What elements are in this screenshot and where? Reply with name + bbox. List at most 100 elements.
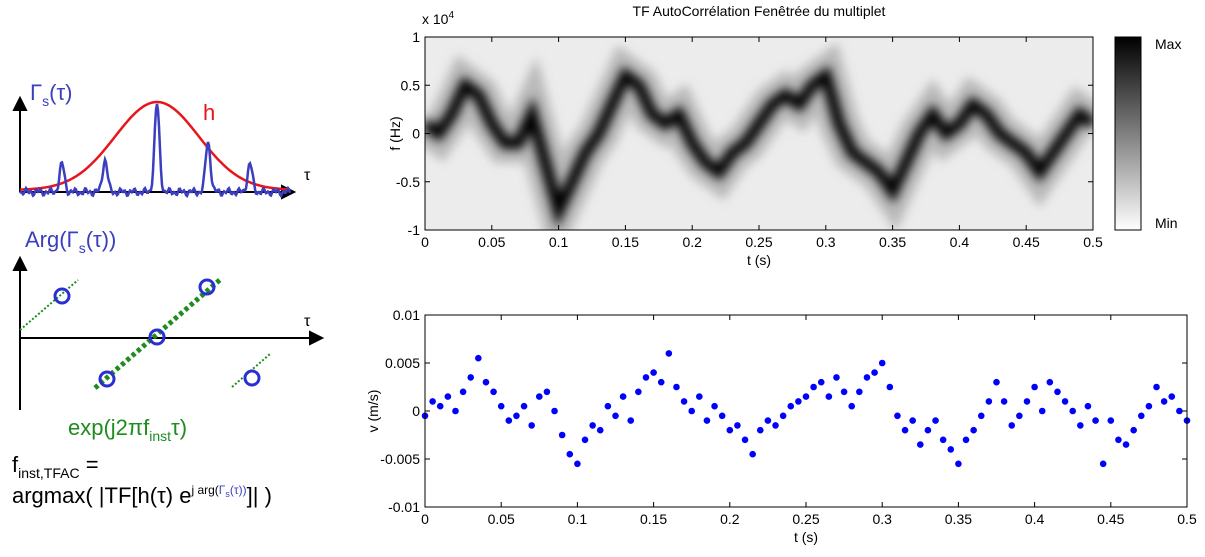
point bbox=[848, 402, 856, 410]
y-tick-label: 0 bbox=[412, 126, 420, 142]
phase-points bbox=[53, 278, 261, 388]
point bbox=[1038, 407, 1046, 415]
point bbox=[810, 383, 817, 391]
point bbox=[1008, 422, 1016, 429]
x-tick-label: 0.25 bbox=[792, 511, 819, 527]
point bbox=[1069, 407, 1076, 415]
x-tick-label: 0.2 bbox=[720, 511, 740, 527]
subscript: s bbox=[79, 240, 86, 256]
x-tick-label: 0.35 bbox=[945, 511, 972, 527]
x-tick-label: 0.4 bbox=[950, 234, 970, 250]
x-tick-label: 0.35 bbox=[879, 234, 906, 250]
point bbox=[673, 383, 680, 391]
arrow bbox=[12, 95, 28, 111]
point bbox=[490, 388, 497, 396]
point bbox=[779, 412, 787, 420]
y-axis-label: f (Hz) bbox=[387, 116, 403, 150]
point bbox=[962, 436, 970, 444]
point bbox=[650, 369, 657, 376]
point bbox=[581, 436, 589, 444]
x-tick-label: 0.45 bbox=[1097, 511, 1124, 527]
x-tick-label: 0 bbox=[421, 234, 429, 250]
point bbox=[444, 393, 452, 400]
y-tick-label: 0.01 bbox=[393, 307, 420, 323]
text: Arg(Γ bbox=[25, 227, 79, 252]
point bbox=[1054, 388, 1061, 396]
phase-line bbox=[19, 279, 79, 331]
point bbox=[878, 359, 886, 367]
point bbox=[772, 422, 779, 429]
point bbox=[1016, 412, 1023, 420]
x-axis-label: t (s) bbox=[747, 252, 771, 268]
phase-lines bbox=[19, 276, 271, 390]
point bbox=[802, 393, 810, 400]
point bbox=[497, 402, 505, 410]
x-tick-label: 0.3 bbox=[872, 511, 892, 527]
point bbox=[901, 426, 909, 434]
point bbox=[1046, 378, 1054, 386]
point bbox=[627, 417, 635, 424]
point bbox=[977, 412, 985, 420]
point bbox=[741, 436, 749, 444]
point bbox=[756, 426, 764, 434]
ridge bbox=[425, 65, 1093, 229]
point bbox=[1061, 398, 1069, 405]
multiplier-base: x 10 bbox=[422, 11, 449, 27]
subscript: s bbox=[42, 93, 49, 109]
point bbox=[1153, 383, 1160, 391]
point bbox=[787, 402, 795, 410]
text: argmax( |TF[h(τ) e bbox=[12, 483, 191, 508]
point bbox=[833, 374, 840, 381]
point bbox=[436, 402, 444, 410]
point bbox=[1092, 417, 1099, 424]
phase-point bbox=[53, 287, 71, 305]
y-tick-label: 0.005 bbox=[385, 355, 420, 371]
autocorrelation-curve bbox=[19, 103, 292, 199]
point bbox=[1122, 441, 1130, 448]
point bbox=[1160, 398, 1168, 405]
point bbox=[924, 426, 932, 434]
point bbox=[696, 393, 703, 400]
point bbox=[635, 388, 642, 396]
point bbox=[947, 446, 955, 453]
point bbox=[482, 378, 490, 386]
subscript: inst bbox=[149, 428, 171, 444]
point bbox=[985, 398, 993, 405]
phase-point bbox=[243, 369, 261, 387]
x-tick-label: 0.4 bbox=[1025, 511, 1045, 527]
arrow bbox=[309, 330, 325, 346]
multiplier-exponent: 4 bbox=[448, 10, 454, 21]
x-tick-label: 0.1 bbox=[549, 234, 569, 250]
text: (τ) bbox=[49, 80, 72, 105]
point bbox=[825, 393, 833, 400]
text: (τ)) bbox=[86, 227, 117, 252]
point bbox=[1077, 422, 1084, 429]
spectrogram-ridge bbox=[425, 42, 1093, 230]
text: = bbox=[80, 452, 99, 477]
phase-point bbox=[198, 278, 216, 296]
point bbox=[1023, 398, 1031, 405]
point bbox=[459, 388, 467, 396]
point bbox=[856, 388, 863, 396]
text: exp(j2πf bbox=[68, 415, 150, 440]
diagram-panel-2 bbox=[12, 255, 325, 410]
y-tick-label: 0.5 bbox=[401, 77, 421, 93]
x-tick-label: 0.05 bbox=[478, 234, 505, 250]
point bbox=[589, 422, 596, 429]
point bbox=[520, 402, 528, 410]
point bbox=[703, 417, 711, 424]
point bbox=[886, 383, 894, 391]
x-tick-label: 0.5 bbox=[1177, 511, 1197, 527]
axis-label: τ bbox=[304, 313, 311, 330]
point bbox=[718, 412, 726, 420]
point bbox=[604, 402, 612, 410]
y-tick-label: -0.005 bbox=[380, 451, 420, 467]
point bbox=[558, 431, 566, 439]
arrow bbox=[12, 255, 28, 271]
colorbar-min-label: Min bbox=[1155, 215, 1178, 231]
point bbox=[909, 417, 916, 424]
point bbox=[1031, 383, 1038, 391]
point bbox=[726, 426, 734, 434]
y-tick-label: 0 bbox=[412, 403, 420, 419]
point bbox=[1115, 436, 1122, 444]
